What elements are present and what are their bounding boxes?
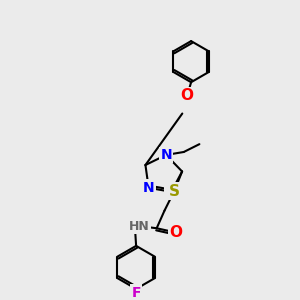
- Text: S: S: [169, 184, 180, 199]
- Text: N: N: [166, 185, 177, 199]
- Text: N: N: [160, 148, 172, 162]
- Text: O: O: [170, 225, 183, 240]
- Text: N: N: [143, 181, 154, 195]
- Text: HN: HN: [129, 220, 149, 233]
- Text: F: F: [131, 286, 141, 300]
- Text: O: O: [181, 88, 194, 104]
